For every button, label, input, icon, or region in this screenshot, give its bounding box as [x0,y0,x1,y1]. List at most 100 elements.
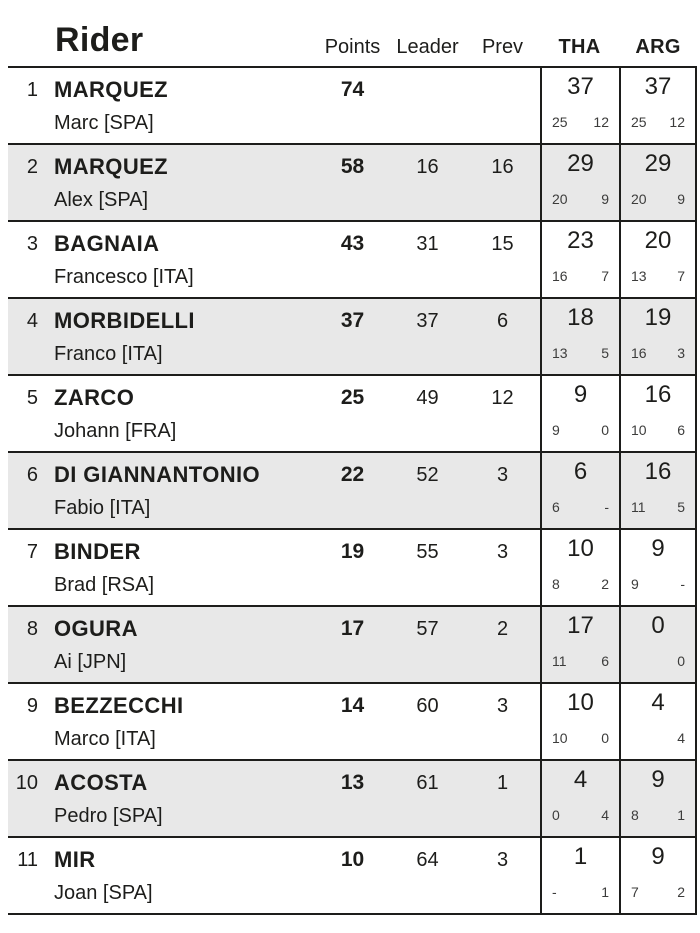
rider-surname: ACOSTA [54,770,148,795]
sprint-points: 9 [677,191,685,207]
sprint-points: 4 [677,730,685,746]
rider-name-cell: MIR Joan [SPA] [54,838,315,913]
standings-row: 1 MARQUEZ Marc [SPA] 74 37 25 12 37 25 12 [8,68,697,145]
rider-name-cell: DI GIANNANTONIO Fabio [ITA] [54,453,315,528]
race-cell-arg: 16 10 6 [619,376,697,451]
race-total-points: 29 [644,150,672,177]
leader-gap-value: 16 [416,156,439,178]
race-total-points: 16 [644,458,672,485]
sprint-points: 1 [601,884,609,900]
rider-position: 5 [26,387,38,409]
points-value: 74 [340,78,365,101]
gp-points: 10 [552,730,568,746]
sprint-points: 7 [601,268,609,284]
leader-gap-value: 60 [416,695,439,717]
race-total-points: 10 [567,689,594,716]
sprint-points: 0 [601,730,609,746]
race-sub-points: 10 6 [631,423,685,437]
race-cell-tha: 1-1 [540,838,619,913]
standings-row: 4 MORBIDELLI Franco [ITA] 37 37 6 18 13 5 19 16 3 [8,299,697,376]
race-sub-points: 11 6 [552,654,609,668]
gp-points: 16 [552,268,568,284]
rider-name-cell: ZARCO Johann [FRA] [54,376,315,451]
gp-points: 25 [552,114,568,130]
race-sub-points: 6- [552,500,609,514]
race-total-points: 9 [651,843,665,870]
spacer [38,68,54,143]
race-total-points: 1 [573,843,588,870]
rider-position: 9 [26,695,38,717]
prev-gap-value: 15 [491,233,514,255]
sprint-points: 9 [601,191,609,207]
rider-name-cell: OGURA Ai [JPN] [54,607,315,682]
gp-points [631,731,641,745]
standings-rows: 1 MARQUEZ Marc [SPA] 74 37 25 12 37 25 12 2 MARQUEZ… [8,68,697,915]
sprint-points: 2 [677,884,685,900]
sprint-points: 3 [677,345,685,361]
prev-gap-value: 3 [496,849,509,871]
rider-surname: BINDER [54,539,141,564]
gp-points [631,654,641,668]
gp-points: 9 [552,422,560,438]
race-cell-arg: 37 25 12 [619,68,697,143]
race-sub-points: 13 5 [552,346,609,360]
table-header: Rider Points Leader Prev THA ARG [8,0,697,68]
rider-surname: MORBIDELLI [54,308,195,333]
sprint-points: 5 [677,499,685,515]
standings-row: 7 BINDER Brad [RSA] 19 55 3 10 8 2 9 9- [8,530,697,607]
spacer [38,838,54,913]
sprint-points: 1 [677,807,685,823]
race-total-points: 37 [644,73,672,100]
standings-row: 11 MIR Joan [SPA] 10 64 3 1-1 9 7 2 [8,838,697,915]
race-column-header-tha: THA [558,36,601,58]
rider-name-cell: ACOSTA Pedro [SPA] [54,761,315,836]
prev-gap-value: 3 [496,695,509,717]
rider-position: 6 [26,464,38,486]
standings-table: Rider Points Leader Prev THA ARG 1 MARQUE… [8,0,697,915]
spacer [38,222,54,297]
race-sub-points: 16 7 [552,269,609,283]
prev-gap-value: 6 [496,310,509,332]
points-value: 37 [340,309,365,332]
leader-gap-value: 31 [416,233,439,255]
race-cell-tha: 10 10 0 [540,684,619,759]
race-sub-points: 25 12 [631,115,685,129]
points-value: 25 [340,386,365,409]
rider-firstname: Francesco [ITA] [54,266,194,288]
spacer [38,530,54,605]
standings-row: 6 DI GIANNANTONIO Fabio [ITA] 22 52 3 6 6-16 11 5 [8,453,697,530]
points-value: 14 [340,694,365,717]
leader-gap-value: 61 [416,772,439,794]
rider-name-cell: MARQUEZ Alex [SPA] [54,145,315,220]
race-total-points: 19 [644,304,672,331]
race-total-points: 0 [651,612,665,639]
rider-name-cell: MORBIDELLI Franco [ITA] [54,299,315,374]
race-total-points: 10 [567,535,594,562]
gp-points: 20 [631,191,647,207]
race-sub-points: 9- [631,577,685,591]
rider-name-cell: MARQUEZ Marc [SPA] [54,68,315,143]
gp-points: 7 [631,884,639,900]
gp-points: 11 [552,653,567,669]
race-cell-arg: 16 11 5 [619,453,697,528]
gp-points: 8 [631,807,639,823]
rider-surname: MIR [54,847,96,872]
rider-position: 2 [26,156,38,178]
rider-name-cell: BINDER Brad [RSA] [54,530,315,605]
standings-row: 9 BEZZECCHI Marco [ITA] 14 60 3 10 10 0 4 4 [8,684,697,761]
rider-position: 11 [17,849,38,871]
race-sub-points: 10 0 [552,731,609,745]
standings-row: 8 OGURA Ai [JPN] 17 57 2 17 11 6 0 0 [8,607,697,684]
points-value: 58 [340,155,365,178]
prev-gap-value: 16 [491,156,514,178]
standings-row: 5 ZARCO Johann [FRA] 25 49 12 9 9 0 16 10 6 [8,376,697,453]
points-value: 19 [340,540,365,563]
gp-points: 6 [552,499,560,515]
